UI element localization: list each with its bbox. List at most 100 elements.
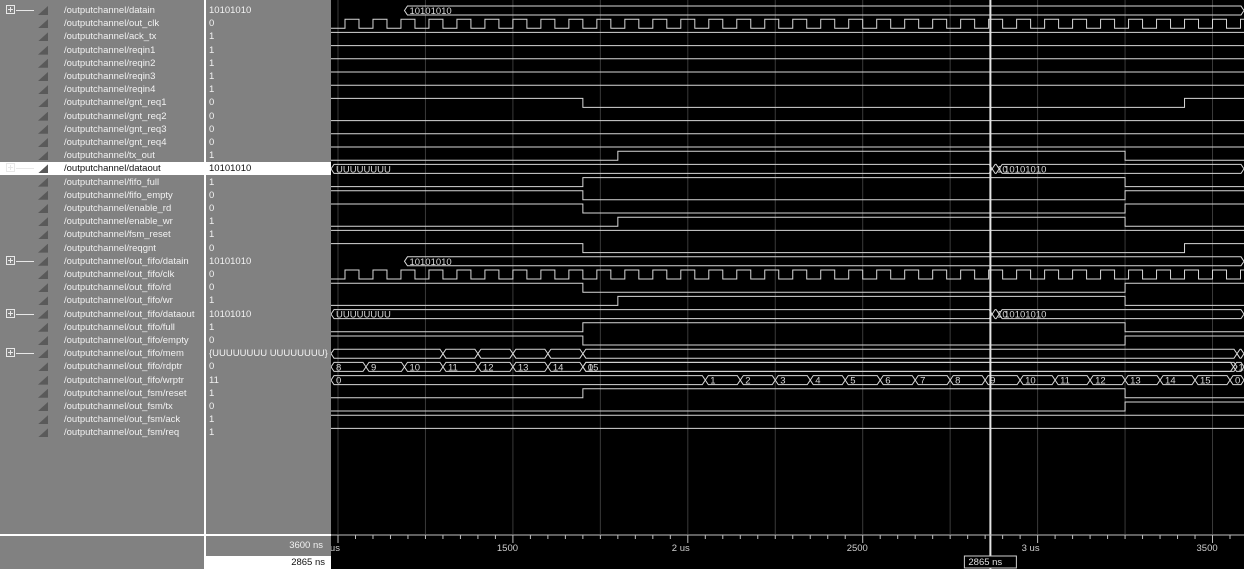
signal-row[interactable]: /outputchannel/out_fsm/tx [0, 400, 204, 413]
value-row[interactable]: 1 [206, 294, 331, 307]
bus-value: 5 [850, 376, 855, 387]
value-row[interactable]: 1 [206, 426, 331, 439]
expand-icon[interactable] [6, 163, 15, 173]
bus-value: 10 [997, 310, 1008, 321]
signal-row[interactable]: /outputchannel/fsm_reset [0, 228, 204, 241]
signal-row[interactable]: /outputchannel/datain [0, 4, 204, 17]
value-row[interactable]: 1 [206, 83, 331, 96]
value-row[interactable]: 10101010 [206, 4, 331, 17]
signal-row[interactable]: /outputchannel/out_fifo/mem [0, 347, 204, 360]
signal-row[interactable]: /outputchannel/ack_tx [0, 30, 204, 43]
signal-row[interactable]: /outputchannel/out_fifo/wrptr [0, 374, 204, 387]
expand-icon[interactable] [6, 348, 15, 358]
bus-value: 15 [588, 362, 599, 373]
value-row[interactable]: 1 [206, 57, 331, 70]
signal-row[interactable]: /outputchannel/out_fifo/clk [0, 268, 204, 281]
value-row[interactable]: 10101010 [206, 162, 331, 176]
value-row[interactable]: 0 [206, 281, 331, 294]
signal-row[interactable]: /outputchannel/out_fifo/full [0, 321, 204, 334]
expand-icon[interactable] [6, 255, 15, 265]
signal-row[interactable]: /outputchannel/enable_wr [0, 215, 204, 228]
expand-icon[interactable] [6, 308, 15, 318]
signal-row[interactable]: /outputchannel/gnt_req3 [0, 123, 204, 136]
signal-row[interactable]: /outputchannel/fifo_empty [0, 189, 204, 202]
signal-value: 1 [209, 57, 215, 69]
value-row[interactable]: 0 [206, 123, 331, 136]
value-row[interactable]: 0 [206, 334, 331, 347]
signal-value: 10101010 [209, 308, 252, 320]
value-row[interactable]: 1 [206, 70, 331, 83]
signal-trace [331, 401, 1244, 412]
value-row[interactable]: 10101010 [206, 255, 331, 268]
value-row[interactable]: 0 [206, 136, 331, 149]
value-row[interactable]: 0 [206, 110, 331, 123]
ruler-label: 1 us [331, 543, 340, 554]
value-row[interactable]: 0 [206, 360, 331, 373]
signal-icon [38, 164, 48, 174]
signal-value: 0 [209, 137, 215, 148]
signal-name: /outputchannel/enable_wr [64, 216, 173, 228]
signal-row[interactable]: /outputchannel/out_fifo/rdptr [0, 360, 204, 373]
signal-row[interactable]: /outputchannel/out_fifo/rd [0, 281, 204, 294]
value-row[interactable]: 1 [206, 228, 331, 241]
value-row[interactable]: 0 [206, 17, 331, 30]
signal-row[interactable]: /outputchannel/gnt_req2 [0, 110, 204, 123]
signal-row[interactable]: /outputchannel/gnt_req1 [0, 96, 204, 109]
signal-row[interactable]: /outputchannel/tx_out [0, 149, 204, 162]
signal-row[interactable]: /outputchannel/reqgnt [0, 242, 204, 255]
signal-row[interactable]: /outputchannel/dataout [0, 162, 204, 176]
signal-row[interactable]: /outputchannel/reqin4 [0, 83, 204, 96]
expand-icon[interactable] [6, 5, 15, 14]
signal-row[interactable]: /outputchannel/out_fsm/reset [0, 387, 204, 400]
tree-line [16, 313, 34, 315]
signal-row[interactable]: /outputchannel/out_fifo/empty [0, 334, 204, 347]
value-row[interactable]: 0 [206, 96, 331, 109]
signal-icon [38, 309, 48, 319]
value-row[interactable]: 1 [206, 387, 331, 400]
signal-row[interactable]: /outputchannel/enable_rd [0, 202, 204, 215]
signal-name: /outputchannel/datain [64, 5, 155, 16]
signal-trace [331, 150, 1244, 161]
value-row[interactable]: 1 [206, 176, 331, 189]
value-row[interactable]: 1 [206, 44, 331, 57]
value-row[interactable]: 0 [206, 242, 331, 255]
signal-row[interactable]: /outputchannel/out_fsm/req [0, 426, 204, 439]
waveform-pane[interactable]: 10101010 UUUUUUUU 10 10101010 10101010 UUUUUU… [331, 0, 1244, 569]
value-row[interactable]: 1 [206, 215, 331, 228]
value-row[interactable]: 0 [206, 189, 331, 202]
signal-value: 0 [209, 189, 215, 201]
signal-row[interactable]: /outputchannel/fifo_full [0, 176, 204, 189]
value-row[interactable]: 0 [206, 400, 331, 413]
signal-trace [331, 335, 1244, 346]
value-row[interactable]: 1 [206, 149, 331, 162]
value-row[interactable]: 0 [206, 202, 331, 215]
value-row[interactable]: 1 [206, 321, 331, 334]
signal-row[interactable]: /outputchannel/reqin1 [0, 44, 204, 57]
value-row[interactable]: 0 [206, 268, 331, 281]
signal-name: /outputchannel/out_fsm/req [64, 427, 180, 439]
signal-row[interactable]: /outputchannel/out_fifo/wr [0, 294, 204, 307]
signal-row[interactable]: /outputchannel/out_fifo/datain [0, 255, 204, 268]
value-row[interactable]: {UUUUUUUU UUUUUUUU} [206, 347, 331, 360]
signal-value: 1 [209, 44, 215, 56]
signal-icon [38, 98, 48, 108]
signal-row[interactable]: /outputchannel/out_clk [0, 17, 204, 30]
signal-row[interactable]: /outputchannel/gnt_req4 [0, 136, 204, 149]
bus-value: UUUUUUUU [336, 164, 391, 175]
signal-row[interactable]: /outputchannel/reqin3 [0, 70, 204, 83]
cursor-time-box[interactable]: 2865 ns [206, 556, 331, 569]
signal-name: /outputchannel/out_fsm/ack [64, 414, 181, 426]
signal-row[interactable]: /outputchannel/reqin2 [0, 57, 204, 70]
signal-value: 0 [209, 110, 215, 122]
value-row[interactable]: 1 [206, 30, 331, 43]
ruler-label: 3 us [1022, 543, 1040, 554]
signal-icon [38, 283, 48, 293]
value-row[interactable]: 10101010 [206, 308, 331, 321]
end-time-label: 3600 ns [289, 540, 323, 551]
signal-row[interactable]: /outputchannel/out_fifo/dataout [0, 308, 204, 321]
signal-row[interactable]: /outputchannel/out_fsm/ack [0, 413, 204, 426]
value-row[interactable]: 11 [206, 374, 331, 387]
value-row[interactable]: 1 [206, 413, 331, 426]
signal-name: /outputchannel/out_fsm/reset [64, 387, 187, 399]
